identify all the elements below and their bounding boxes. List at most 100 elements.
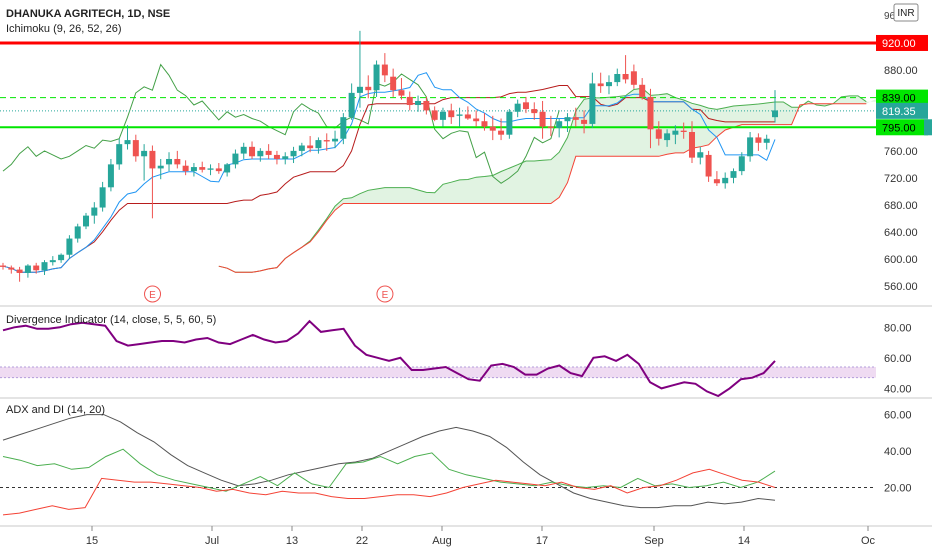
divergence-pane[interactable] [0, 319, 876, 398]
candle[interactable] [182, 160, 189, 176]
candle[interactable] [514, 99, 521, 118]
candle[interactable] [166, 152, 173, 172]
candle[interactable] [0, 262, 6, 270]
candle[interactable] [772, 90, 778, 123]
candle[interactable] [290, 146, 297, 164]
candle[interactable] [755, 133, 762, 151]
candle[interactable] [83, 212, 90, 230]
time-axis[interactable]: 15 Jul 13 22 Aug 17 Sep 14 Oc [86, 526, 876, 547]
candle[interactable] [614, 68, 621, 87]
candle[interactable] [423, 96, 430, 115]
candle[interactable] [315, 137, 322, 154]
candle[interactable] [8, 265, 15, 274]
candle[interactable] [174, 150, 181, 169]
candle[interactable] [722, 172, 729, 189]
candle[interactable] [390, 68, 397, 97]
candle[interactable] [522, 96, 529, 114]
candle[interactable] [473, 110, 480, 127]
candle[interactable] [215, 163, 222, 174]
price-axis[interactable]: 880.00840.00800.00760.00720.00680.00640.… [876, 34, 932, 495]
candle[interactable] [531, 102, 538, 120]
candle[interactable] [340, 113, 347, 145]
candle[interactable] [99, 181, 106, 212]
candle[interactable] [564, 113, 571, 132]
candle[interactable] [307, 136, 314, 153]
candle[interactable] [581, 110, 588, 134]
candle[interactable] [33, 262, 40, 274]
candle[interactable] [232, 149, 239, 169]
candle[interactable] [74, 223, 81, 243]
candle[interactable] [655, 121, 662, 146]
candle[interactable] [697, 146, 704, 165]
candle[interactable] [356, 30, 363, 108]
adx-pane[interactable] [0, 414, 876, 516]
candle[interactable] [589, 72, 596, 128]
candle[interactable] [116, 138, 123, 170]
candlestick-series[interactable] [0, 30, 778, 282]
candle[interactable] [539, 100, 546, 139]
candle[interactable] [506, 109, 513, 139]
candle[interactable] [747, 132, 754, 162]
adx-line[interactable] [2, 414, 776, 509]
earnings-event-marker[interactable]: E [376, 285, 394, 303]
candle[interactable] [58, 253, 65, 263]
candle[interactable] [16, 266, 23, 282]
candle[interactable] [672, 125, 679, 145]
candle[interactable] [763, 134, 770, 150]
candle[interactable] [622, 55, 629, 84]
candle[interactable] [456, 107, 463, 127]
candle[interactable] [730, 168, 737, 184]
green-level-tag[interactable]: 795.00 [876, 119, 928, 136]
candle[interactable] [332, 130, 339, 149]
candle[interactable] [298, 142, 305, 157]
candle[interactable] [66, 235, 73, 259]
candle[interactable] [41, 260, 48, 275]
candle[interactable] [605, 75, 612, 95]
candle[interactable] [132, 134, 139, 162]
candle[interactable] [464, 106, 471, 120]
candle[interactable] [597, 72, 604, 93]
candle[interactable] [713, 171, 720, 186]
red-level-tag[interactable]: 920.00 [876, 34, 928, 51]
candle[interactable] [489, 115, 496, 141]
candle[interactable] [249, 141, 256, 159]
candle[interactable] [157, 158, 164, 180]
candle[interactable] [572, 107, 579, 127]
horizontal-levels[interactable] [0, 41, 932, 129]
candle[interactable] [240, 142, 247, 159]
candle[interactable] [207, 164, 214, 176]
currency-badge[interactable]: INR [893, 3, 919, 22]
candle[interactable] [273, 150, 280, 165]
candle[interactable] [265, 144, 272, 159]
candle[interactable] [439, 107, 446, 127]
candle[interactable] [639, 78, 646, 100]
candle[interactable] [381, 53, 388, 83]
candle[interactable] [49, 256, 56, 266]
candle[interactable] [481, 113, 488, 131]
candle[interactable] [323, 133, 330, 151]
divergence-line[interactable] [2, 319, 776, 398]
candle[interactable] [149, 145, 156, 219]
candle[interactable] [141, 144, 148, 181]
candle[interactable] [348, 83, 355, 120]
candle[interactable] [705, 150, 712, 182]
candle[interactable] [680, 122, 687, 139]
candle[interactable] [24, 264, 31, 278]
candle[interactable] [282, 152, 289, 165]
candle[interactable] [365, 75, 372, 99]
candle[interactable] [547, 115, 554, 137]
candle[interactable] [415, 95, 422, 112]
candle[interactable] [190, 163, 197, 177]
last-price-tag[interactable]: 819.35 [876, 102, 928, 119]
candle[interactable] [738, 152, 745, 176]
candle[interactable] [107, 158, 114, 192]
candle[interactable] [498, 118, 505, 141]
candle[interactable] [688, 121, 695, 164]
candle[interactable] [630, 64, 637, 89]
candle[interactable] [556, 118, 563, 138]
candle[interactable] [373, 60, 380, 97]
candle[interactable] [647, 88, 654, 149]
earnings-event-marker[interactable]: E [144, 285, 162, 303]
